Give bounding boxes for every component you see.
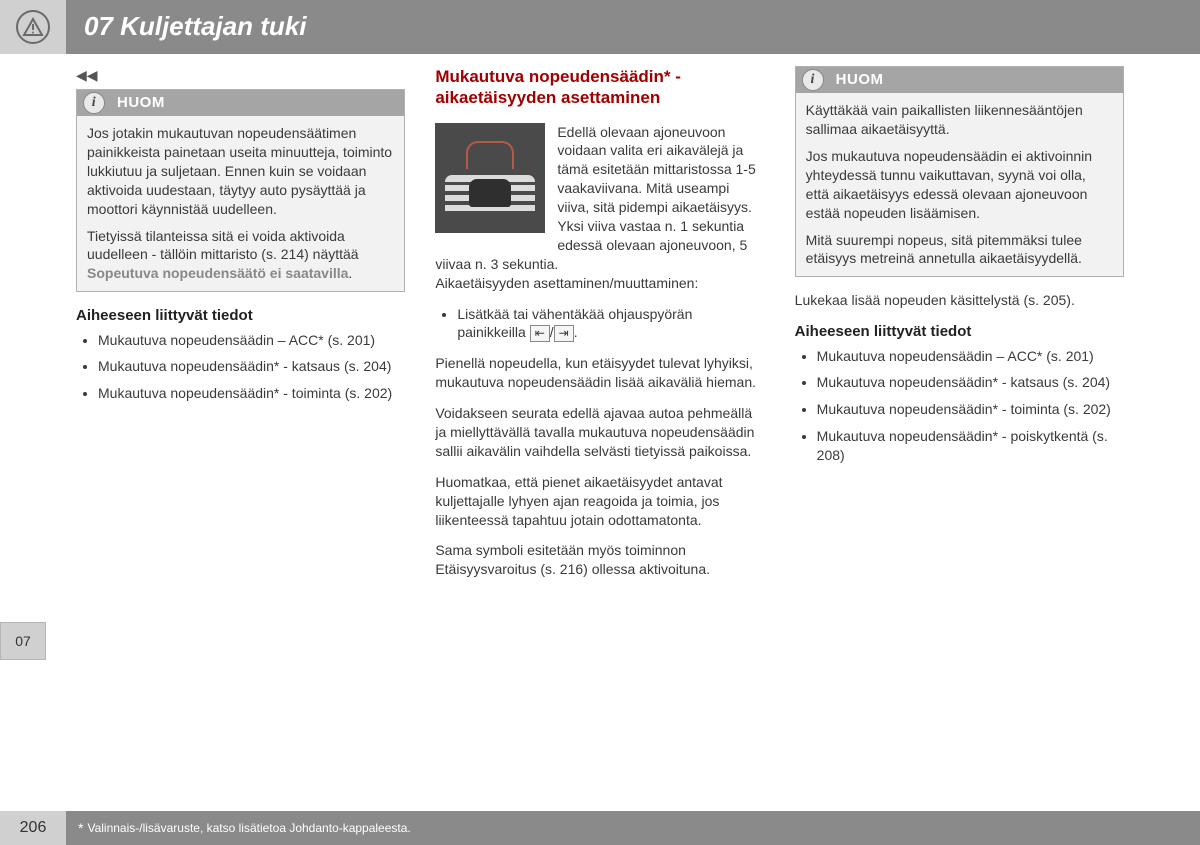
asterisk-icon: *	[78, 819, 83, 838]
decrease-key-icon: ⇤	[530, 325, 550, 341]
footer-note: * Valinnais-/lisävaruste, katso lisätiet…	[66, 811, 1200, 845]
related-list: Mukautuva nopeudensäädin – ACC* (s. 201)…	[795, 347, 1124, 465]
note-text: Tietyissä tilanteissa sitä ei voida akti…	[87, 228, 359, 263]
related-info-heading: Aiheeseen liittyvät tiedot	[76, 306, 405, 326]
distance-bars-illustration	[435, 123, 545, 233]
continuation-arrows-icon: ◀◀	[76, 66, 405, 85]
note-body: Käyttäkää vain paikallisten liikennesään…	[796, 93, 1123, 276]
header-icon-box	[0, 0, 66, 54]
note-box: i HUOM Jos jotakin mukautuvan nopeudensä…	[76, 89, 405, 292]
page-title: 07 Kuljettajan tuki	[84, 9, 307, 44]
paragraph: Pienellä nopeudella, kun etäisyydet tule…	[435, 354, 764, 392]
list-item: Lisätkää tai vähentäkää ohjauspyörän pai…	[457, 305, 764, 343]
page-footer: 206 * Valinnais-/lisävaruste, katso lisä…	[0, 811, 1200, 845]
related-info-heading: Aiheeseen liittyvät tiedot	[795, 322, 1124, 342]
related-list: Mukautuva nopeudensäädin – ACC* (s. 201)…	[76, 331, 405, 404]
note-paragraph: Tietyissä tilanteissa sitä ei voida akti…	[87, 227, 394, 284]
note-box: i HUOM Käyttäkää vain paikallisten liike…	[795, 66, 1124, 277]
list-item: Mukautuva nopeudensäädin* - toiminta (s.…	[817, 400, 1124, 419]
note-header: i HUOM	[796, 67, 1123, 93]
list-item: Mukautuva nopeudensäädin* - katsaus (s. …	[817, 373, 1124, 392]
list-item: Mukautuva nopeudensäädin – ACC* (s. 201)	[817, 347, 1124, 366]
section-title: Mukautuva nopeudensäädin* - aikaetäisyyd…	[435, 66, 764, 109]
column-3: i HUOM Käyttäkää vain paikallisten liike…	[795, 66, 1124, 591]
paragraph: Aikaetäisyyden asettaminen/muuttaminen:	[435, 274, 764, 293]
list-item: Mukautuva nopeudensäädin* - toiminta (s.…	[98, 384, 405, 403]
list-item: Mukautuva nopeudensäädin* - katsaus (s. …	[98, 357, 405, 376]
column-1: ◀◀ i HUOM Jos jotakin mukautuvan nopeude…	[76, 66, 405, 591]
page-header: 07 Kuljettajan tuki	[0, 0, 1200, 54]
note-text: .	[348, 265, 352, 281]
paragraph: Sama symboli esitetään myös toiminnon Et…	[435, 541, 764, 579]
list-item: Mukautuva nopeudensäädin* - poiskytkentä…	[817, 427, 1124, 465]
note-header: i HUOM	[77, 90, 404, 116]
increase-key-icon: ⇥	[554, 325, 574, 341]
intro-block: Edellä olevaan ajoneuvoon voidaan valita…	[435, 123, 764, 274]
bullet-text: .	[574, 324, 578, 340]
chapter-tab: 07	[0, 622, 46, 660]
note-paragraph: Jos mukautuva nopeudensäädin ei aktivoin…	[806, 147, 1113, 223]
note-paragraph: Käyttäkää vain paikallisten liikennesään…	[806, 101, 1113, 139]
page-number: 206	[0, 811, 66, 845]
paragraph: Voidakseen seurata edellä ajavaa autoa p…	[435, 404, 764, 461]
info-icon: i	[83, 92, 105, 114]
note-paragraph: Jos jotakin mukautuvan nopeudensäätimen …	[87, 124, 394, 218]
column-2: Mukautuva nopeudensäädin* - aikaetäisyyd…	[435, 66, 764, 591]
note-label: HUOM	[836, 71, 884, 88]
content-area: ◀◀ i HUOM Jos jotakin mukautuvan nopeude…	[76, 66, 1124, 591]
note-emphasis: Sopeutuva nopeudensäätö ei saatavilla	[87, 265, 348, 281]
warning-triangle-icon	[16, 10, 50, 44]
note-body: Jos jotakin mukautuvan nopeudensäätimen …	[77, 116, 404, 291]
info-icon: i	[802, 69, 824, 91]
paragraph: Lukekaa lisää nopeuden käsittelystä (s. …	[795, 291, 1124, 310]
instruction-list: Lisätkää tai vähentäkää ohjauspyörän pai…	[435, 305, 764, 343]
note-label: HUOM	[117, 94, 165, 111]
list-item: Mukautuva nopeudensäädin – ACC* (s. 201)	[98, 331, 405, 350]
footer-text: Valinnais-/lisävaruste, katso lisätietoa…	[87, 820, 410, 836]
paragraph: Huomatkaa, että pienet aikaetäisyydet an…	[435, 473, 764, 530]
note-paragraph: Mitä suurempi nopeus, sitä pitemmäksi tu…	[806, 231, 1113, 269]
